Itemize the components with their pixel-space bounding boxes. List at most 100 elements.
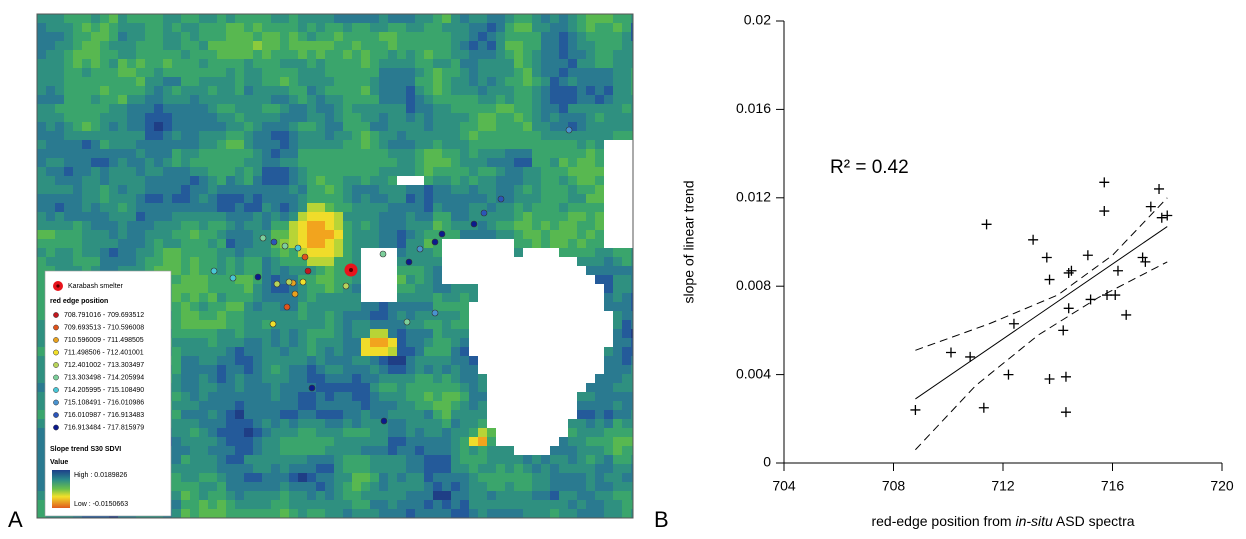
raster-cell <box>271 158 280 167</box>
raster-cell <box>379 347 388 356</box>
raster-cell <box>298 176 307 185</box>
raster-cell <box>424 140 433 149</box>
raster-cell <box>613 500 622 509</box>
raster-cell <box>361 455 370 464</box>
raster-cell <box>172 275 181 284</box>
raster-cell <box>127 41 136 50</box>
raster-cell <box>451 311 460 320</box>
raster-cell <box>208 59 217 68</box>
raster-cell <box>361 275 370 284</box>
raster-cell <box>433 266 442 275</box>
raster-cell <box>352 293 361 302</box>
raster-cell <box>217 275 226 284</box>
raster-cell <box>262 14 271 23</box>
raster-cell <box>55 23 64 32</box>
raster-cell <box>532 473 541 482</box>
raster-cell <box>82 221 91 230</box>
raster-cell <box>271 122 280 131</box>
raster-cell <box>370 50 379 59</box>
raster-cell <box>397 284 406 293</box>
raster-cell <box>568 104 577 113</box>
raster-cell <box>226 68 235 77</box>
raster-cell <box>460 203 469 212</box>
raster-cell <box>352 95 361 104</box>
raster-cell <box>226 77 235 86</box>
raster-cell <box>307 482 316 491</box>
raster-cell <box>595 329 604 338</box>
point <box>946 348 956 358</box>
raster-cell <box>388 419 397 428</box>
raster-cell <box>271 113 280 122</box>
raster-cell <box>244 221 253 230</box>
raster-cell <box>370 509 379 518</box>
raster-cell <box>172 347 181 356</box>
raster-cell <box>604 302 613 311</box>
raster-cell <box>352 374 361 383</box>
raster-cell <box>190 347 199 356</box>
raster-cell <box>181 437 190 446</box>
raster-cell <box>460 329 469 338</box>
raster-cell <box>262 266 271 275</box>
raster-cell <box>46 203 55 212</box>
raster-cell <box>460 347 469 356</box>
raster-cell <box>334 464 343 473</box>
raster-cell <box>172 77 181 86</box>
raster-cell <box>118 50 127 59</box>
raster-cell <box>469 401 478 410</box>
raster-cell <box>181 104 190 113</box>
raster-cell <box>343 410 352 419</box>
raster-cell <box>136 131 145 140</box>
raster-cell <box>505 203 514 212</box>
raster-cell <box>181 302 190 311</box>
raster-cell <box>100 212 109 221</box>
raster-cell <box>271 338 280 347</box>
raster-cell <box>451 293 460 302</box>
raster-cell <box>550 509 559 518</box>
raster-cell <box>316 203 325 212</box>
map-legend: Karabash smelter red edge position 708.7… <box>45 271 171 516</box>
raster-cell <box>568 68 577 77</box>
raster-cell <box>316 77 325 86</box>
raster-cell <box>190 410 199 419</box>
raster-cell <box>406 131 415 140</box>
raster-cell <box>478 248 487 257</box>
raster-cell <box>541 383 550 392</box>
raster-cell <box>361 32 370 41</box>
raster-cell <box>388 104 397 113</box>
raster-cell <box>559 419 568 428</box>
raster-cell <box>415 356 424 365</box>
raster-cell <box>109 23 118 32</box>
legend-text: High : 0.0189826 <box>74 472 127 479</box>
raster-cell <box>262 419 271 428</box>
map-point <box>270 321 276 327</box>
raster-cell <box>433 248 442 257</box>
raster-cell <box>172 167 181 176</box>
raster-cell <box>226 257 235 266</box>
raster-cell <box>361 446 370 455</box>
raster-cell <box>334 410 343 419</box>
raster-cell <box>523 221 532 230</box>
raster-cell <box>460 248 469 257</box>
raster-cell <box>496 347 505 356</box>
raster-cell <box>352 482 361 491</box>
raster-cell <box>469 140 478 149</box>
raster-cell <box>415 284 424 293</box>
raster-cell <box>91 140 100 149</box>
raster-cell <box>559 266 568 275</box>
raster-cell <box>379 302 388 311</box>
raster-cell <box>199 185 208 194</box>
raster-cell <box>199 221 208 230</box>
raster-cell <box>334 203 343 212</box>
raster-cell <box>289 194 298 203</box>
raster-cell <box>478 23 487 32</box>
raster-cell <box>622 266 631 275</box>
raster-cell <box>235 113 244 122</box>
raster-cell <box>217 401 226 410</box>
raster-cell <box>352 509 361 518</box>
raster-cell <box>604 275 613 284</box>
raster-cell <box>253 455 262 464</box>
raster-cell <box>352 347 361 356</box>
raster-cell <box>226 410 235 419</box>
raster-cell <box>451 149 460 158</box>
raster-cell <box>370 122 379 131</box>
